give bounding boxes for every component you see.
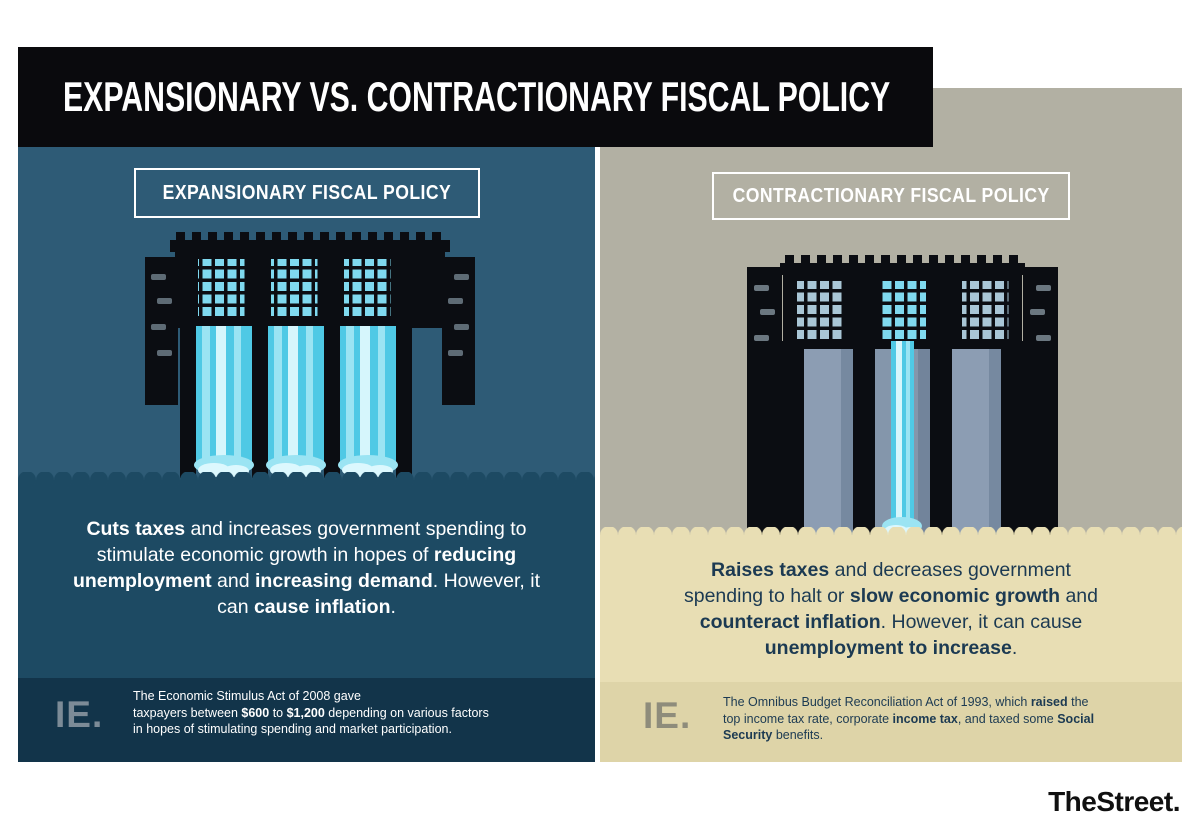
contractionary-label: CONTRACTIONARY FISCAL POLICY [732, 184, 1050, 207]
expansionary-panel: EXPANSIONARY FISCAL POLICY [18, 147, 595, 762]
contractionary-example-text: The Omnibus Budget Reconciliation Act of… [723, 695, 1095, 742]
expansionary-example-label: IE. [55, 694, 104, 735]
dam-restricted-flow-icon [747, 255, 1058, 540]
expansionary-description-section: Cuts taxes and increases government spen… [18, 472, 595, 678]
contractionary-description-section: Raises taxes and decreases government spe… [600, 527, 1182, 682]
contractionary-label-box: CONTRACTIONARY FISCAL POLICY [712, 172, 1070, 220]
expansionary-label: EXPANSIONARY FISCAL POLICY [162, 181, 451, 204]
page-title: EXPANSIONARY VS. CONTRACTIONARY FISCAL P… [63, 73, 891, 120]
thestreet-logo: TheStreet. [1048, 786, 1180, 817]
expansionary-label-box: EXPANSIONARY FISCAL POLICY [133, 168, 480, 218]
expansionary-example-section: IE. The Economic Stimulus Act of 2008 ga… [18, 678, 595, 762]
expansionary-example-text: The Economic Stimulus Act of 2008 gave ta… [133, 689, 489, 736]
contractionary-description: Raises taxes and decreases government spe… [683, 559, 1098, 659]
contractionary-example-label: IE. [643, 695, 692, 736]
dam-full-flow-icon [145, 232, 475, 478]
header-banner: EXPANSIONARY VS. CONTRACTIONARY FISCAL P… [18, 47, 933, 147]
contractionary-example-section: IE. The Omnibus Budget Reconciliation Ac… [600, 682, 1182, 762]
expansionary-description: Cuts taxes and increases government spen… [72, 518, 541, 618]
contractionary-panel: CONTRACTIONARY FISCAL POLICY [600, 88, 1182, 762]
